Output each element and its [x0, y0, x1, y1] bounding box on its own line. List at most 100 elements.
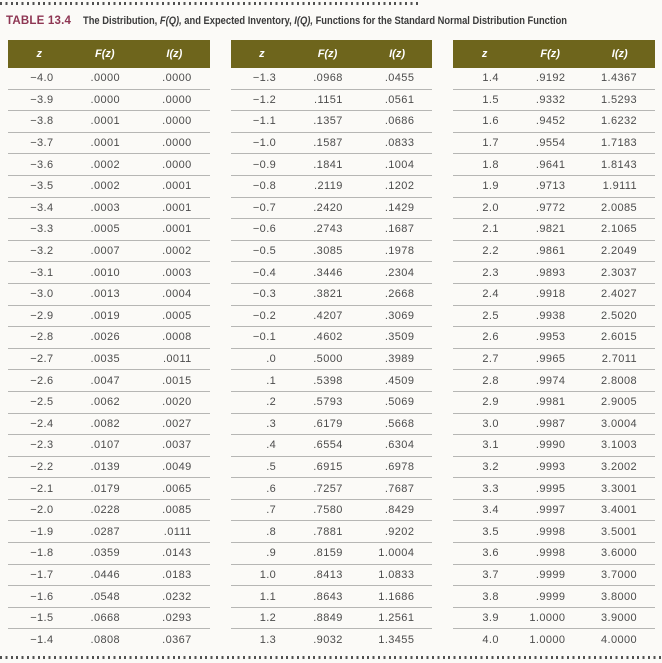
cell-iz: 1.7183 [584, 132, 656, 155]
cell-fz: .9998 [515, 520, 585, 544]
table-row: 2.2.9861 2.2049 [453, 240, 656, 263]
table-row: −0.3.3821.2668 [230, 283, 433, 306]
cell-fz: .0359 [70, 542, 140, 565]
cell-fz: .4602 [293, 326, 362, 349]
table-row: −2.2.0139.0049 [8, 456, 210, 479]
cell-z: −3.8 [8, 110, 71, 133]
cell-fz: .3821 [293, 283, 362, 306]
cell-iz: 1.8143 [584, 153, 656, 176]
cell-z: −0.6 [230, 218, 294, 241]
table-row: .9.8159 1.0004 [230, 542, 433, 565]
cell-z: 1.7 [453, 132, 516, 155]
table-row: −0.1.4602.3509 [230, 326, 433, 349]
title-fq-italic: F(Q), [159, 15, 182, 27]
table-header: z F(z) I(z) [230, 40, 433, 68]
cell-iz: 1.4367 [584, 68, 656, 90]
cell-iz: .0065 [139, 477, 210, 500]
table-row: −2.1.0179.0065 [8, 477, 210, 500]
table-row: −3.5.0002.0001 [8, 175, 210, 198]
cell-iz: .9202 [361, 520, 433, 544]
table-row: −3.9.0000.0000 [8, 89, 210, 112]
cell-iz: .0293 [139, 607, 210, 630]
cell-fz: .0007 [70, 240, 140, 263]
table-row: −4.0.0000.0000 [8, 68, 210, 90]
cell-iz: 2.6015 [584, 326, 656, 349]
cell-iz: 3.7000 [584, 564, 656, 587]
cell-fz: .5000 [293, 348, 362, 371]
cell-z: −2.1 [8, 477, 71, 500]
cell-z: −3.1 [8, 261, 71, 284]
dotted-rule-bottom [0, 656, 662, 659]
cell-z: −3.3 [8, 218, 71, 241]
cell-fz: .0548 [70, 585, 140, 608]
cell-iz: 1.2561 [361, 607, 433, 630]
cell-iz: .0143 [139, 542, 210, 565]
cell-z: −2.6 [8, 369, 71, 392]
cell-iz: 1.5293 [584, 89, 656, 112]
table-row: 3.2.9993 3.2002 [453, 456, 656, 479]
table-row: .5.6915.6978 [230, 456, 433, 479]
cell-z: 1.8 [453, 153, 516, 176]
cell-z: 2.7 [453, 348, 516, 371]
cell-z: −2.8 [8, 326, 71, 349]
table-row: −3.4.0003.0001 [8, 197, 210, 220]
cell-iz: 2.9005 [584, 391, 656, 414]
table-row: 1.4.9192 1.4367 [453, 68, 656, 90]
cell-fz: .0000 [70, 68, 140, 90]
cell-z: −1.9 [8, 520, 71, 544]
table-row: .4.6554.6304 [230, 434, 433, 457]
table-row: 1.8.9641 1.8143 [453, 153, 656, 176]
table-row: .7.7580.8429 [230, 499, 433, 522]
table-row: −2.3.0107.0037 [8, 434, 210, 457]
cell-fz: .9918 [515, 283, 585, 306]
cell-fz: .0808 [90, 633, 121, 646]
table-row: .0.5000.3989 [230, 348, 433, 371]
cell-iz: .0183 [139, 564, 210, 587]
cell-z: −2.3 [8, 434, 71, 457]
table-row: −3.7.0001.0000 [8, 132, 210, 155]
cell-iz: .6978 [361, 456, 433, 479]
table-row: 3.0.9987 3.0004 [453, 413, 656, 436]
cell-fz: .0010 [70, 261, 140, 284]
cell-fz: .0035 [70, 348, 140, 371]
table-row: 2.5.9938 2.5020 [453, 305, 656, 328]
cell-z: −3.7 [8, 132, 71, 155]
cell-z: .2 [230, 391, 294, 414]
cell-fz: .0026 [70, 326, 140, 349]
table-row: −0.4.3446.2304 [230, 261, 433, 284]
table-row: −1.3.0968.0455 [230, 68, 433, 90]
cell-z: .6 [230, 477, 294, 500]
cell-z: −0.1 [230, 326, 294, 349]
cell-z: −2.2 [8, 456, 71, 479]
table-row: −0.7.2420.1429 [230, 197, 433, 220]
cell-fz: .0446 [70, 564, 140, 587]
cell-z: −0.2 [230, 305, 294, 328]
cell-fz: .0228 [70, 499, 140, 522]
cell-iz: .0005 [139, 305, 210, 328]
cell-z: −0.3 [230, 283, 294, 306]
col-header-iz: I(z) [139, 40, 210, 68]
cell-iz: .0000 [139, 68, 210, 90]
cell-iz: 3.3001 [584, 477, 656, 500]
cell-iz: .1429 [361, 197, 433, 220]
cell-iz: .0000 [139, 153, 210, 176]
cell-fz: .9974 [515, 369, 585, 392]
cell-z: 3.3 [453, 477, 516, 500]
table-row: .1.5398.4509 [230, 369, 433, 392]
cell-iz: .6304 [361, 434, 433, 457]
col-header-z: z [453, 40, 516, 68]
cell-fz: .9981 [515, 391, 585, 414]
table-body: 1.4.9192 1.4367 1.5.9332 1.5293 1.6.9452 1.62… [453, 68, 656, 650]
title-text-segment: The Distribution, [83, 15, 160, 27]
cell-z: 1.4 [453, 68, 516, 90]
cell-fz: .7257 [293, 477, 362, 500]
cell-fz: 1.0000 [529, 633, 566, 646]
cell-iz: 3.0004 [584, 413, 656, 436]
cell-fz: .3085 [293, 240, 362, 263]
table-row: 2.3.9893 2.3037 [453, 261, 656, 284]
cell-z: .5 [230, 456, 294, 479]
cell-iz: 4.0000 [600, 633, 638, 646]
table-row: 3.3.9995 3.3001 [453, 477, 656, 500]
cell-fz: .7580 [293, 499, 362, 522]
cell-iz: .0003 [139, 261, 210, 284]
